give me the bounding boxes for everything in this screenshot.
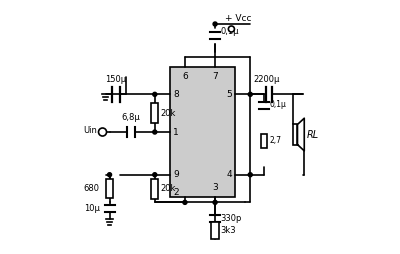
Text: 7: 7 [212, 72, 218, 81]
Text: + Vcc: + Vcc [225, 14, 252, 23]
Text: 3k3: 3k3 [221, 226, 236, 235]
Circle shape [248, 173, 252, 177]
Text: RL: RL [307, 130, 319, 139]
Text: 2: 2 [173, 188, 179, 197]
Bar [151, 103, 158, 123]
Circle shape [153, 173, 157, 177]
Circle shape [153, 92, 157, 96]
Text: 20k: 20k [160, 109, 176, 118]
Text: 2,7: 2,7 [269, 136, 281, 145]
Text: 0,1µ: 0,1µ [269, 100, 286, 109]
Text: 3: 3 [212, 183, 218, 192]
Text: 5: 5 [226, 90, 232, 99]
Bar [170, 67, 235, 197]
Circle shape [153, 130, 157, 134]
Text: 8: 8 [173, 90, 179, 99]
Text: 4: 4 [226, 170, 232, 179]
Text: Uin: Uin [83, 126, 97, 135]
Text: 150µ: 150µ [105, 75, 126, 84]
Text: 20k: 20k [160, 184, 176, 193]
Bar [211, 223, 219, 239]
Text: 1: 1 [173, 128, 179, 136]
Bar [293, 124, 298, 145]
Text: 6: 6 [182, 72, 188, 81]
Circle shape [108, 173, 112, 177]
Circle shape [213, 200, 217, 204]
Circle shape [213, 22, 217, 26]
Circle shape [248, 92, 252, 96]
Text: 0,1µ: 0,1µ [220, 27, 238, 36]
Text: 6,8µ: 6,8µ [122, 113, 140, 122]
Text: 10µ: 10µ [84, 204, 100, 213]
Text: 680: 680 [84, 184, 100, 193]
Circle shape [228, 26, 234, 32]
Bar [106, 179, 113, 198]
Text: 330p: 330p [221, 214, 242, 223]
Bar [151, 179, 158, 199]
Bar [261, 134, 267, 148]
Circle shape [98, 128, 106, 136]
Circle shape [183, 200, 187, 204]
Text: 9: 9 [173, 170, 179, 179]
Text: 2200µ: 2200µ [253, 75, 280, 84]
